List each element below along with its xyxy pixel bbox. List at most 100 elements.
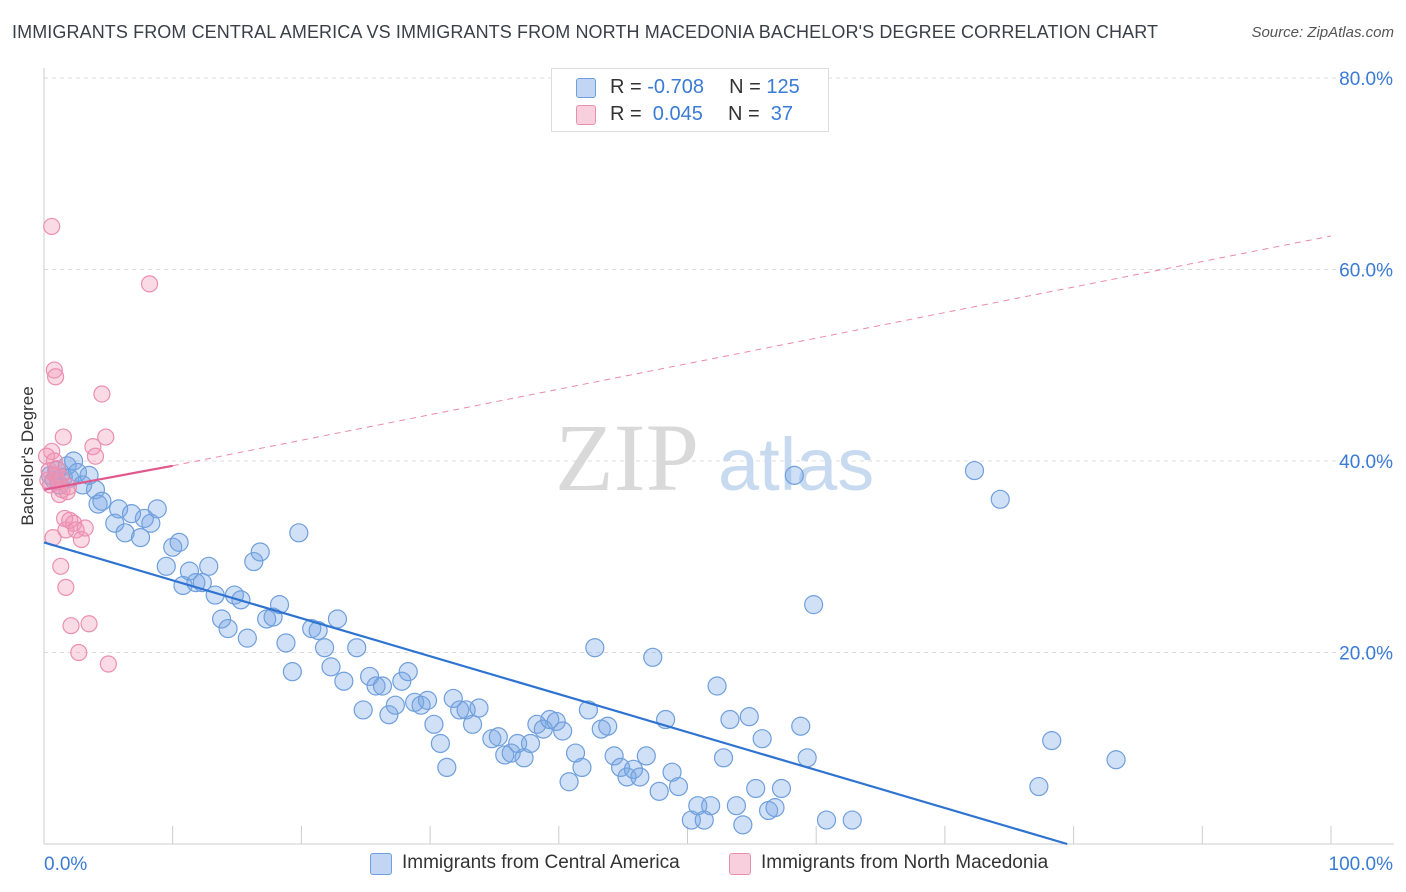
data-point-central-america	[212, 609, 232, 629]
data-point-central-america	[842, 810, 862, 830]
data-point-central-america	[765, 798, 785, 818]
data-point-central-america	[726, 796, 747, 816]
data-point-north-macedonia	[97, 428, 115, 446]
data-point-central-america	[598, 716, 618, 736]
data-point-central-america	[733, 815, 753, 835]
data-point-central-america	[990, 489, 1010, 509]
data-point-central-america	[630, 767, 650, 787]
data-point-central-america	[147, 499, 167, 519]
bottom-legend-label: Immigrants from Central America	[402, 852, 680, 873]
watermark-atlas: atlas	[718, 423, 874, 506]
data-point-central-america	[169, 532, 189, 552]
data-point-central-america	[694, 810, 714, 830]
data-point-central-america	[443, 688, 463, 709]
data-point-central-america	[392, 671, 412, 691]
legend-r-label: R =	[610, 76, 648, 98]
trend-line-north-macedonia-extrapolated	[172, 235, 1332, 467]
data-point-central-america	[379, 705, 399, 725]
data-point-north-macedonia	[54, 428, 72, 446]
data-point-central-america	[520, 733, 541, 754]
data-point-north-macedonia	[93, 385, 111, 403]
data-point-central-america	[752, 729, 772, 749]
data-point-central-america	[604, 746, 624, 766]
data-point-central-america	[720, 709, 740, 730]
data-point-central-america	[430, 733, 450, 754]
data-point-central-america	[572, 757, 592, 778]
data-point-central-america	[424, 714, 444, 734]
data-point-central-america	[398, 662, 418, 682]
data-point-central-america	[559, 772, 579, 792]
bottom-legend-swatch-pink	[729, 853, 751, 875]
data-point-north-macedonia	[52, 557, 70, 575]
data-point-central-america	[353, 700, 373, 720]
legend-r-value: 0.045	[647, 103, 703, 125]
data-point-central-america	[366, 676, 386, 696]
data-point-central-america	[462, 714, 483, 734]
x-tick-label: 100.0%	[1329, 854, 1394, 875]
data-point-north-macedonia	[57, 578, 75, 596]
data-point-central-america	[64, 451, 84, 471]
data-point-north-macedonia	[43, 442, 61, 461]
data-point-central-america	[347, 638, 367, 658]
series-central-america	[40, 451, 1126, 835]
data-point-central-america	[643, 647, 663, 667]
data-point-central-america	[553, 721, 573, 741]
data-point-central-america	[565, 743, 586, 763]
data-point-north-macedonia	[43, 217, 61, 236]
data-point-central-america	[1106, 750, 1126, 770]
data-point-central-america	[67, 462, 88, 483]
y-tick-label: 40.0%	[1339, 452, 1393, 473]
data-point-central-america	[276, 633, 296, 653]
data-point-central-america	[360, 666, 380, 687]
data-point-central-america	[130, 527, 151, 548]
data-point-north-macedonia	[84, 438, 102, 456]
data-point-central-america	[437, 757, 457, 778]
data-point-north-macedonia	[76, 519, 94, 537]
data-point-central-america	[469, 698, 489, 718]
data-point-central-america	[784, 465, 804, 485]
bottom-legend-swatch-blue	[370, 853, 392, 875]
data-point-central-america	[746, 778, 766, 799]
data-point-north-macedonia	[80, 615, 98, 633]
data-point-central-america	[417, 690, 438, 710]
data-point-central-america	[199, 556, 219, 576]
data-point-central-america	[546, 711, 566, 732]
data-point-central-america	[186, 573, 206, 593]
legend-n-label: N =	[727, 103, 766, 125]
legend-swatch-pink	[576, 105, 596, 125]
bottom-legend-label: Immigrants from North Macedonia	[761, 852, 1049, 873]
data-point-central-america	[578, 700, 599, 720]
data-point-central-america	[250, 542, 270, 562]
data-point-central-america	[105, 513, 125, 533]
data-point-central-america	[109, 499, 129, 519]
data-point-central-america	[623, 759, 644, 779]
data-point-central-america	[649, 781, 669, 801]
data-point-central-america	[771, 778, 792, 799]
data-point-central-america	[501, 743, 521, 763]
y-tick-label: 20.0%	[1339, 644, 1393, 665]
data-point-central-america	[334, 671, 354, 691]
data-point-central-america	[713, 748, 734, 768]
trend-lines	[43, 235, 1332, 846]
axes	[43, 68, 1394, 845]
data-point-central-america	[327, 609, 348, 629]
x-tick-label: 0.0%	[44, 854, 87, 875]
data-point-central-america	[308, 620, 328, 641]
data-point-central-america	[282, 662, 302, 682]
data-point-central-america	[121, 504, 142, 524]
data-point-central-america	[115, 523, 135, 543]
data-point-central-america	[156, 556, 176, 576]
data-point-central-america	[488, 727, 508, 747]
data-point-north-macedonia	[140, 275, 159, 293]
data-point-north-macedonia	[46, 368, 65, 386]
legend-r-value: -0.708	[647, 76, 704, 98]
data-point-central-america	[269, 595, 290, 615]
legend-n-value: 125	[766, 76, 800, 98]
legend-swatch-blue	[576, 78, 596, 98]
trend-line-central-america	[43, 541, 1068, 846]
legend-n-label: N =	[729, 76, 767, 98]
data-point-central-america	[797, 748, 817, 768]
data-point-central-america	[1029, 776, 1049, 797]
data-point-central-america	[141, 513, 161, 533]
